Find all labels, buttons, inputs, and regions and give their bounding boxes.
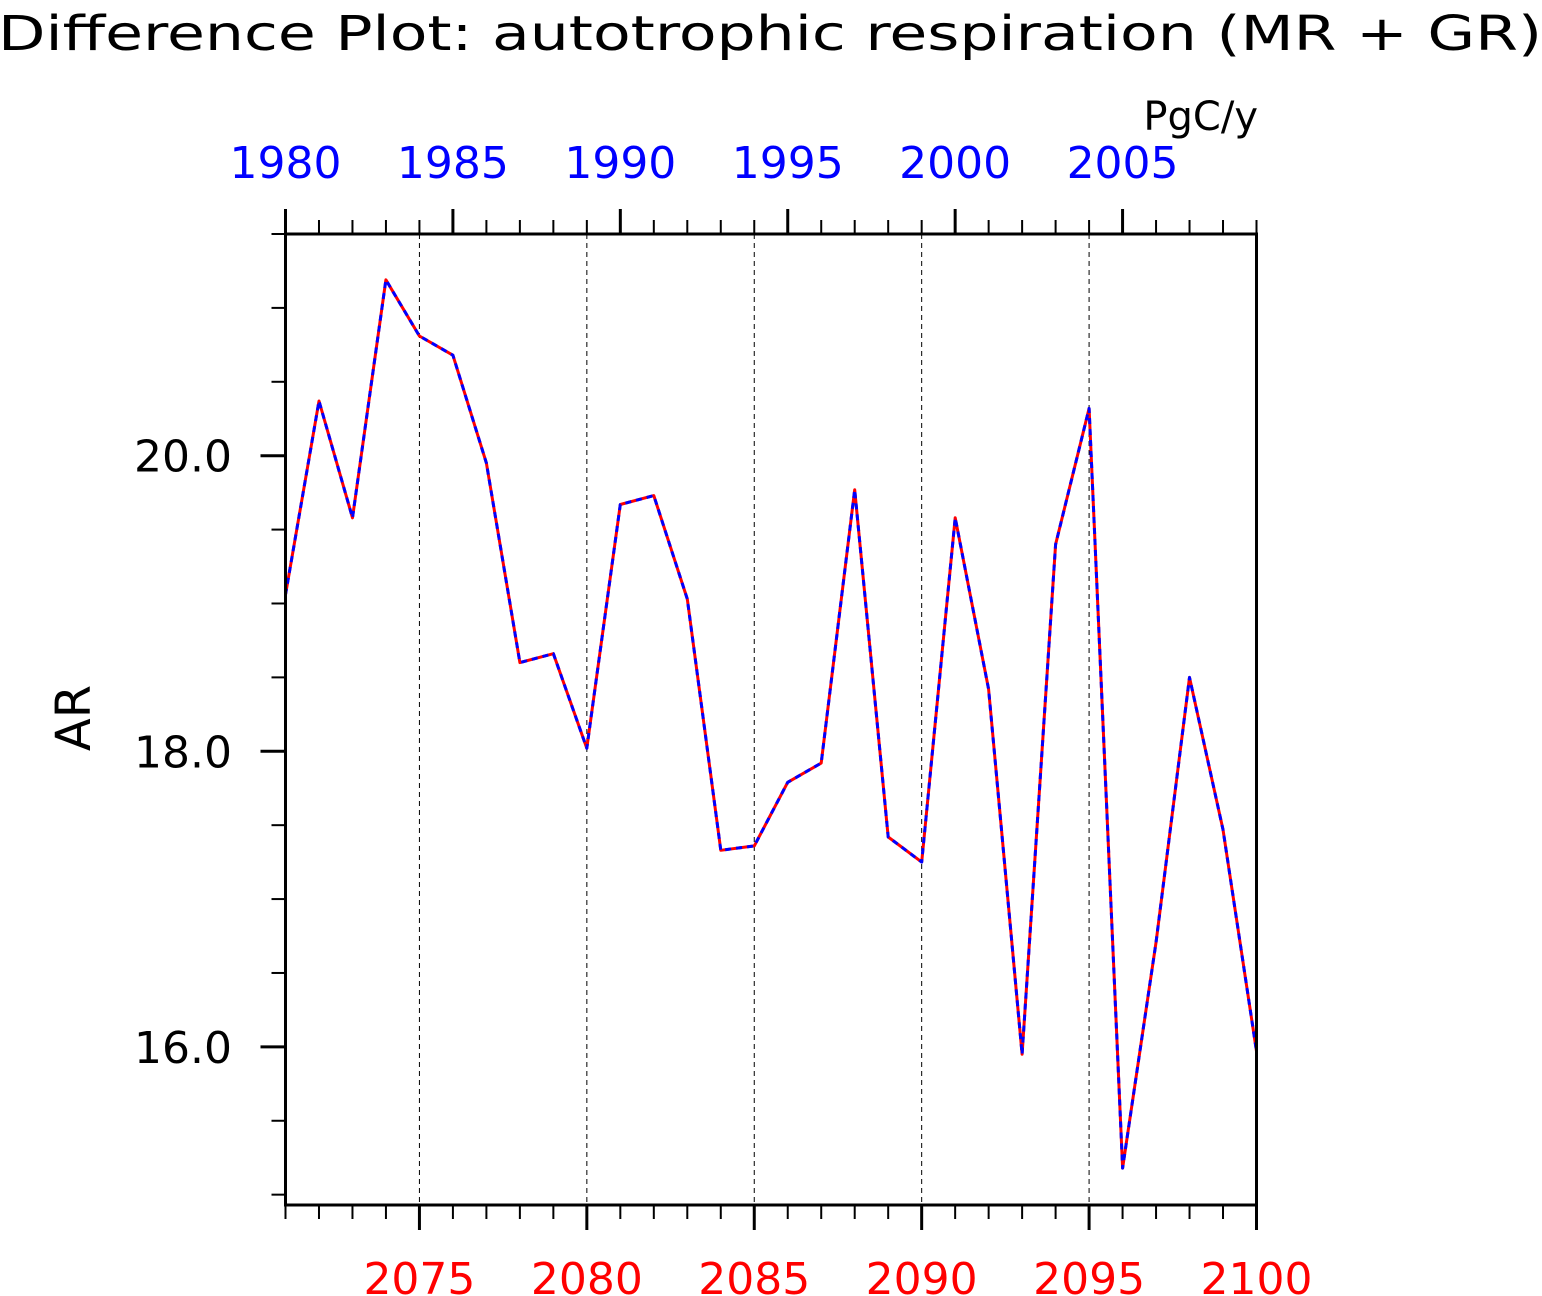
bottom-axis-tick-label: 2095 (1033, 1254, 1145, 1296)
y-axis-tick-label: 20.0 (134, 432, 232, 483)
grid-lines (418, 234, 1090, 1205)
axis-ticks (260, 209, 1258, 1230)
series-line-red (284, 278, 1258, 1170)
top-axis-tick-label: 2005 (1067, 138, 1179, 189)
units-label: PgC/y (1143, 94, 1258, 140)
bottom-axis-tick-label: 2090 (866, 1254, 978, 1296)
y-axis-tick-label: 18.0 (134, 727, 232, 778)
top-axis-tick-label: 1990 (564, 138, 676, 189)
bottom-axis-tick-label: 2075 (363, 1254, 475, 1296)
chart-title: Difference Plot: autotrophic respiration… (0, 6, 1542, 62)
plot-frame (284, 232, 1258, 1207)
top-axis-tick-label: 1985 (397, 138, 509, 189)
y-axis-label: AR (46, 685, 102, 751)
data-series (284, 278, 1258, 1170)
top-axis-tick-label: 1995 (732, 138, 844, 189)
axis-tick-labels: 2075 2080 2085 2090 2095 2100 1980 1985 1990 1995… (134, 138, 1312, 1296)
bottom-axis-tick-label: 2100 (1201, 1254, 1313, 1296)
top-axis-tick-label: 1980 (230, 138, 342, 189)
bottom-axis-tick-label: 2085 (698, 1254, 810, 1296)
top-axis-tick-label: 2000 (899, 138, 1011, 189)
series-line-blue (284, 278, 1258, 1170)
y-axis-tick-label: 16.0 (134, 1023, 232, 1074)
bottom-axis-tick-label: 2080 (531, 1254, 643, 1296)
